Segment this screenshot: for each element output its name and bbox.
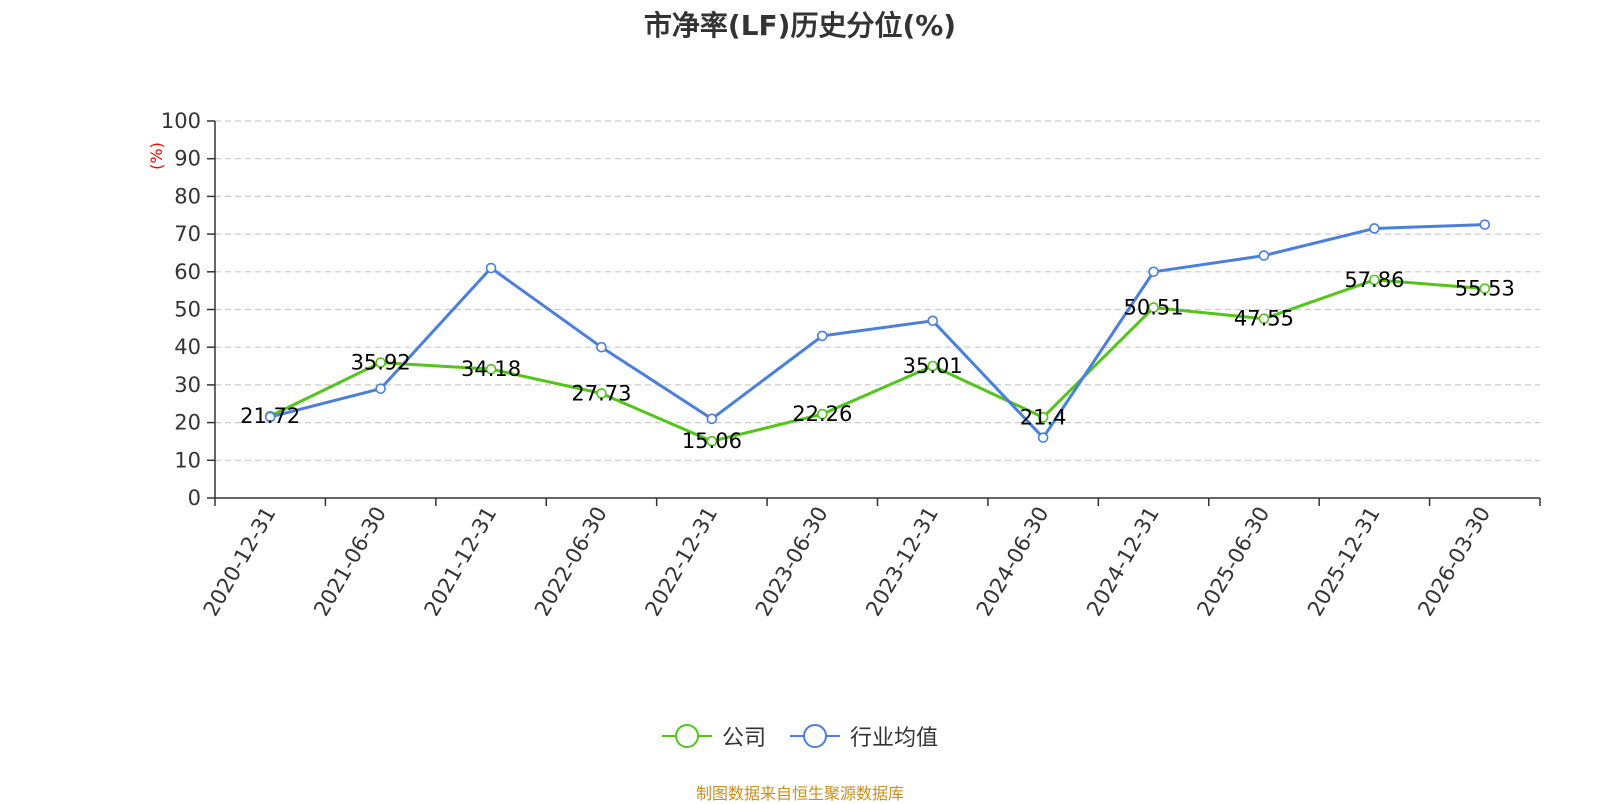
x-tick-label: 2025-06-30	[1192, 503, 1274, 621]
data-point-company	[596, 388, 607, 399]
data-label: 50.51	[1123, 296, 1183, 320]
x-tick-label: 2022-12-31	[640, 503, 722, 621]
x-tick-label: 2023-06-30	[751, 503, 833, 621]
data-point-company	[1258, 313, 1270, 325]
x-tick-label: 2022-06-30	[530, 503, 612, 621]
y-axis-label: (%)	[147, 142, 166, 170]
x-tick-label: 2025-12-31	[1303, 503, 1385, 621]
data-label: 21.4	[1020, 405, 1067, 429]
data-point-company	[485, 363, 497, 375]
data-point-company	[706, 435, 718, 447]
x-tick-label: 2024-06-30	[972, 503, 1054, 621]
x-tick-label: 2024-12-31	[1082, 503, 1164, 621]
y-tick-label: 10	[174, 448, 201, 472]
y-tick-label: 50	[174, 298, 201, 322]
data-point-industry	[485, 262, 497, 274]
legend-industry-symbol-icon	[790, 723, 840, 749]
data-point-industry	[1369, 223, 1380, 234]
data-point-industry	[927, 315, 939, 327]
x-tick-label: 2020-12-31	[199, 503, 281, 621]
data-point-industry	[1148, 266, 1159, 278]
data-point-industry	[264, 411, 276, 423]
data-point-company	[816, 408, 828, 420]
y-tick-label: 80	[174, 184, 201, 208]
legend-industry-label: 行业均值	[850, 726, 939, 751]
data-label: 27.73	[571, 381, 631, 405]
data-point-industry	[1479, 219, 1491, 230]
data-label: 34.18	[461, 357, 521, 381]
series-line-company	[269, 278, 1485, 443]
y-tick-label: 0	[188, 486, 201, 510]
data-point-industry	[375, 383, 386, 394]
legend-item-company[interactable]: 公司	[661, 720, 766, 752]
source-note: 制图数据来自恒生聚源数据库	[695, 784, 904, 803]
y-tick-label: 60	[174, 260, 201, 284]
y-tick-label: 100	[161, 109, 201, 133]
data-point-industry	[1037, 432, 1049, 443]
data-point-company	[1148, 302, 1159, 313]
x-tick-label: 2026-03-30	[1413, 503, 1495, 621]
y-tick-label: 90	[174, 147, 201, 171]
data-label: 15.06	[682, 429, 742, 453]
data-label: 57.86	[1344, 268, 1404, 292]
data-point-company	[1479, 283, 1491, 294]
legend: 公司 行业均值	[0, 720, 1600, 752]
data-label: 21.72	[240, 404, 300, 428]
data-point-company	[927, 360, 939, 372]
legend-company-label: 公司	[721, 726, 766, 751]
x-tick-label: 2023-12-31	[861, 503, 943, 621]
x-tick-label: 2021-12-31	[420, 503, 502, 621]
data-point-company	[1369, 274, 1380, 286]
data-point-industry	[706, 413, 718, 425]
x-tick-label: 2021-06-30	[309, 503, 391, 621]
data-point-industry	[816, 330, 828, 342]
data-label: 35.01	[903, 354, 963, 378]
data-point-industry	[1258, 250, 1270, 261]
data-point-industry	[596, 341, 607, 353]
legend-item-industry[interactable]: 行业均值	[790, 720, 938, 752]
legend-industry-circle	[803, 724, 827, 748]
y-tick-label: 30	[174, 373, 201, 397]
data-label: 47.55	[1234, 307, 1294, 331]
data-point-company	[375, 357, 386, 368]
data-label: 35.92	[351, 351, 411, 375]
data-label: 22.26	[792, 402, 852, 426]
series-line-industry	[269, 223, 1485, 440]
legend-company-symbol-icon	[661, 723, 712, 749]
data-point-company	[1037, 412, 1049, 423]
chart-title: 市净率(LF)历史分位(%)	[643, 9, 957, 42]
legend-company-circle	[674, 724, 699, 748]
y-tick-label: 40	[174, 335, 201, 359]
y-tick-label: 70	[174, 222, 201, 246]
data-label: 55.53	[1455, 277, 1515, 301]
y-tick-label: 20	[174, 411, 201, 435]
